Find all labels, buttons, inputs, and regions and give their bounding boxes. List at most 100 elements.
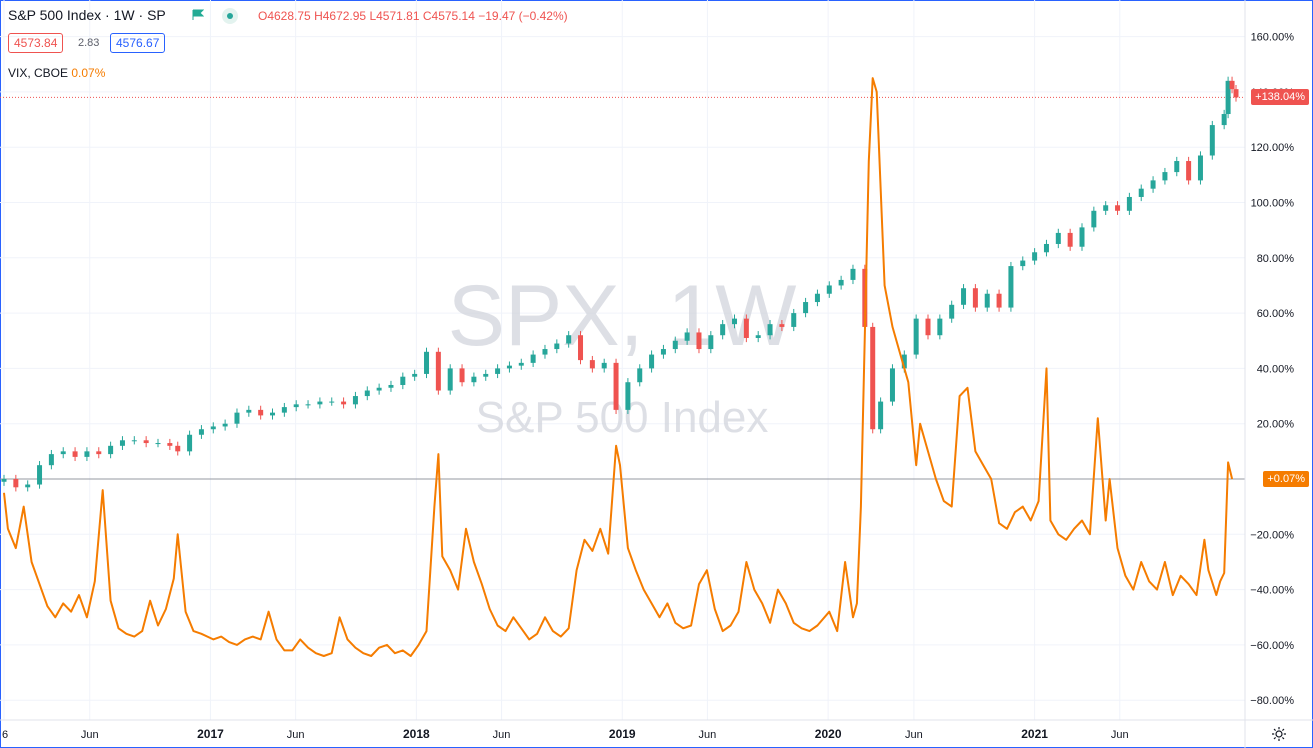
- y-tick-label: 80.00%: [1257, 253, 1295, 265]
- candle-body: [767, 324, 773, 336]
- candle-body: [1209, 125, 1215, 156]
- interval-label[interactable]: 1W: [113, 7, 135, 23]
- candle-body: [258, 409, 264, 416]
- candle-body: [48, 454, 54, 466]
- overlay-name[interactable]: VIX, CBOE: [8, 66, 69, 80]
- candle-body: [660, 349, 666, 355]
- candle-body: [72, 451, 78, 457]
- symbol-name[interactable]: S&P 500 Index: [8, 7, 102, 23]
- candle-body: [720, 324, 726, 336]
- candle-body: [364, 390, 370, 397]
- candle-body: [210, 426, 216, 430]
- candle-body: [388, 384, 394, 388]
- candle-body: [352, 396, 358, 405]
- candle-body: [850, 268, 856, 280]
- candle-body: [108, 445, 114, 455]
- candle-body: [222, 423, 228, 427]
- y-tick-label: 60.00%: [1257, 308, 1295, 320]
- candle-body: [791, 313, 797, 327]
- gear-icon[interactable]: [1270, 725, 1288, 743]
- spx-last-value-tag: +138.04%: [1251, 89, 1309, 106]
- candle-body: [901, 354, 907, 369]
- candle-body: [329, 401, 335, 403]
- candle-body: [889, 368, 895, 402]
- candle-body: [305, 404, 311, 406]
- candle-body: [1008, 266, 1014, 308]
- candle-body: [696, 332, 702, 350]
- candle-body: [972, 288, 978, 308]
- candle-body: [826, 285, 832, 294]
- y-tick-label: −80.00%: [1250, 695, 1294, 707]
- candle-body: [1150, 180, 1156, 189]
- candle-body: [937, 318, 943, 336]
- candle-body: [495, 368, 501, 374]
- candle-body: [878, 401, 884, 430]
- candle-body: [601, 362, 607, 369]
- candle-body: [996, 293, 1002, 308]
- candle-body: [435, 351, 441, 391]
- candle-body: [1091, 210, 1097, 228]
- candle-body: [649, 354, 655, 369]
- y-tick-label: −20.00%: [1250, 529, 1294, 541]
- x-tick-label: 6: [2, 729, 8, 741]
- candle-body: [1032, 252, 1038, 261]
- ohlc-values: O4628.75 H4672.95 L4571.81 C4575.14 −19.…: [258, 9, 568, 23]
- candle-body: [1067, 232, 1073, 247]
- candle-body: [293, 404, 299, 408]
- candle-body: [175, 445, 181, 452]
- candle-body: [1197, 155, 1203, 181]
- watermark-title: SPX, 1W: [448, 268, 797, 364]
- ask-price-button[interactable]: 4576.67: [110, 33, 166, 53]
- candle-body: [1020, 260, 1026, 267]
- candle-body: [1055, 232, 1061, 244]
- overlay-value: 0.07%: [71, 66, 106, 80]
- market-status-icon[interactable]: [222, 8, 238, 24]
- candle-body: [317, 401, 323, 405]
- open-value: O4628.75: [258, 9, 311, 23]
- x-tick-label: 2018: [403, 727, 430, 741]
- candle-body: [1186, 161, 1192, 181]
- candle-body: [925, 318, 931, 336]
- candle-body: [119, 440, 125, 446]
- candle-body: [1138, 188, 1144, 197]
- x-tick-label: Jun: [287, 729, 305, 741]
- candle-body: [96, 451, 102, 455]
- candle-body: [376, 387, 382, 391]
- watermark-subtitle: S&P 500 Index: [476, 393, 769, 442]
- y-tick-label: 20.00%: [1257, 419, 1295, 431]
- overlay-legend[interactable]: VIX, CBOE 0.07%: [8, 66, 105, 80]
- change-value: −19.47 (−0.42%): [478, 9, 568, 23]
- candle-body: [1225, 80, 1231, 115]
- candle-body: [684, 332, 690, 341]
- candle-body: [143, 440, 149, 444]
- candle-body: [961, 288, 967, 305]
- candle-body: [838, 279, 844, 286]
- vix-last-value-tag: +0.07%: [1263, 471, 1309, 487]
- symbol-legend[interactable]: S&P 500 Index · 1W · SP: [8, 7, 166, 23]
- candle-body: [542, 349, 548, 355]
- bid-price-button[interactable]: 4573.84: [8, 33, 64, 53]
- candle-body: [270, 412, 276, 416]
- flag-icon[interactable]: [192, 9, 204, 21]
- y-tick-label: 120.00%: [1251, 142, 1295, 154]
- candle-body: [803, 302, 809, 314]
- candle-body: [483, 373, 489, 377]
- x-tick-label: Jun: [699, 729, 717, 741]
- candle-body: [1115, 205, 1121, 211]
- candle-body: [870, 326, 876, 430]
- candle-body: [755, 335, 761, 338]
- candle-body: [625, 382, 631, 410]
- y-tick-label: 40.00%: [1257, 363, 1295, 375]
- candle-body: [234, 412, 240, 424]
- candle-body: [246, 409, 252, 413]
- y-tick-label: −40.00%: [1250, 585, 1294, 597]
- candle-body: [341, 401, 347, 405]
- x-tick-label: 2020: [815, 727, 842, 741]
- x-tick-label: Jun: [493, 729, 511, 741]
- candle-body: [1103, 205, 1109, 211]
- x-tick-label: 2019: [609, 727, 636, 741]
- high-value: H4672.95: [314, 9, 367, 23]
- x-tick-label: Jun: [1111, 729, 1129, 741]
- candle-body: [13, 479, 19, 488]
